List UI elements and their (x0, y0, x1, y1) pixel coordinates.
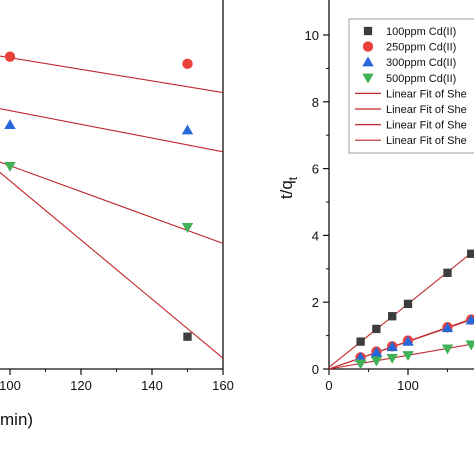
legend-entry-label: 100ppm Cd(II) (386, 26, 456, 38)
left-fit-line (0, 55, 224, 94)
legend-swatch-series_250 (362, 41, 374, 52)
right-point-series_300 (402, 335, 414, 346)
legend-entry-label: Linear Fit of She (386, 135, 467, 147)
legend-swatch-series_300 (362, 56, 374, 67)
left-point-series_250 (182, 58, 193, 70)
left-point-series_500 (4, 162, 16, 172)
right-point-series_100 (403, 299, 413, 309)
right-point-series_300 (370, 346, 383, 357)
left-x-tick-label: 100 (0, 378, 21, 393)
legend-swatch-series_500 (362, 73, 374, 84)
right-fit-line (328, 250, 474, 368)
right-point-series_300 (354, 351, 367, 362)
legend-entry-label: 500ppm Cd(II) (386, 73, 456, 85)
right-y-tick-label: 0 (312, 362, 319, 377)
right-point-series_500 (386, 353, 398, 364)
legend-entry-label: Linear Fit of She (386, 120, 467, 132)
left-point-series_500 (181, 223, 194, 233)
left-x-tick-label: 120 (70, 378, 92, 393)
left-point-series_300 (4, 119, 16, 130)
legend-entry-label: 250ppm Cd(II) (386, 42, 456, 54)
left-fit-line (0, 108, 224, 153)
right-point-series_100 (388, 312, 397, 321)
right-y-tick-label: 4 (312, 228, 319, 243)
right-x-tick-label: 0 (325, 378, 332, 393)
right-y-tick-label: 10 (305, 28, 319, 43)
right-point-series_300 (441, 322, 454, 333)
left-point-series_300 (181, 124, 194, 135)
right-point-series_500 (370, 356, 383, 367)
right-y-axis-label: t/qt (277, 176, 300, 199)
right-point-series_500 (465, 340, 474, 351)
right-point-series_100 (443, 268, 452, 277)
right-y-tick-label: 6 (312, 162, 319, 177)
right-point-series_500 (441, 344, 454, 355)
left-point-series_250 (4, 51, 16, 62)
left-point-series_100 (183, 332, 192, 341)
left-panel: 100 120 140 160 min) (0, 0, 234, 429)
left-x-axis-label: min) (0, 410, 33, 429)
right-fit-line (328, 317, 474, 370)
left-fit-line (0, 171, 224, 359)
legend-entry-label: 300ppm Cd(II) (386, 57, 456, 69)
left-fit-line (0, 161, 224, 244)
legend-swatch-series_100 (363, 26, 373, 36)
legend-entry-label: Linear Fit of She (386, 104, 467, 116)
right-point-series_300 (386, 341, 398, 352)
legend-entry-label: Linear Fit of She (386, 88, 467, 100)
left-x-tick-label: 160 (212, 378, 234, 393)
right-point-series_500 (402, 351, 414, 362)
legend-box (348, 18, 474, 154)
right-point-series_300 (465, 314, 474, 325)
right-point-series_500 (354, 359, 367, 370)
right-x-tick-label: 100 (397, 378, 419, 393)
right-fit-line (328, 318, 474, 370)
right-point-series_100 (356, 337, 365, 346)
right-point-series_100 (372, 324, 381, 334)
right-point-series_100 (467, 249, 474, 258)
left-x-tick-label: 140 (141, 378, 163, 393)
right-y-tick-label: 2 (312, 295, 319, 310)
right-y-tick-label: 8 (312, 95, 319, 110)
